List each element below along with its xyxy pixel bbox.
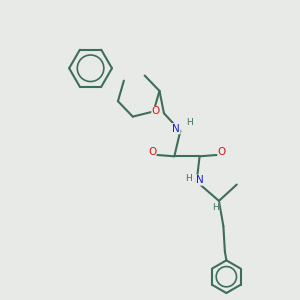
Text: O: O bbox=[148, 147, 156, 158]
Text: H: H bbox=[212, 203, 219, 212]
Text: N: N bbox=[196, 175, 203, 185]
Text: O: O bbox=[152, 106, 160, 116]
Text: O: O bbox=[218, 147, 226, 158]
Text: H: H bbox=[185, 173, 192, 182]
Text: N: N bbox=[172, 124, 180, 134]
Text: H: H bbox=[186, 118, 193, 127]
